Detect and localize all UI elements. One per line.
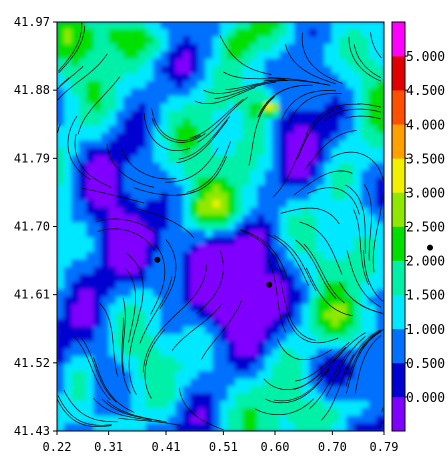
streamlines (57, 22, 384, 431)
y-tick-label: 41.52 (14, 356, 50, 370)
colorbar-segment (392, 362, 405, 398)
colorbar-label: 0.500 (406, 357, 445, 372)
colorbar-segment (392, 124, 405, 159)
colorbar-segment (392, 294, 405, 330)
x-tick-label: 0.41 (152, 440, 181, 454)
colorbar-segment (392, 226, 405, 261)
marker-point (154, 256, 161, 263)
legend-marker-icon (427, 244, 433, 251)
colorbar-segment (392, 22, 405, 57)
y-tick-label: 41.79 (14, 151, 50, 165)
colorbar-label: 2.000 (406, 255, 445, 270)
marker-point (266, 281, 273, 288)
colorbar-segment (392, 90, 405, 125)
colorbar-label: 0.000 (406, 391, 445, 406)
x-tick-label: 0.60 (261, 440, 290, 454)
colorbar: 0.000 0.500 1.000 1.500 2.000 2.500 3.000 3.500… (391, 21, 445, 432)
colorbar-segment (392, 56, 405, 91)
colorbar-segment (392, 192, 405, 227)
y-tick-label: 41.88 (14, 83, 50, 97)
colorbar-label: 5.000 (406, 50, 445, 65)
y-tick-label: 41.61 (14, 288, 50, 302)
x-axis: 0.22 0.31 0.41 0.51 0.60 0.70 0.79 (43, 431, 399, 454)
colorbar-segment (392, 158, 405, 193)
y-tick-label: 41.97 (14, 15, 50, 29)
colorbar-label: 1.000 (406, 323, 445, 338)
colorbar-segment (392, 260, 405, 295)
colorbar-segment (392, 396, 405, 432)
colorbar-label: 3.500 (406, 152, 445, 167)
colorbar-label: 4.500 (406, 84, 445, 99)
colorbar-label: 2.500 (406, 221, 445, 236)
x-tick-label: 0.79 (370, 440, 399, 454)
legend (427, 244, 433, 251)
y-tick-label: 41.43 (14, 424, 50, 438)
colorbar-label: 4.000 (406, 118, 445, 133)
x-tick-label: 0.70 (318, 440, 347, 454)
y-axis: 41.97 41.88 41.79 41.70 41.61 41.52 41.43 (14, 15, 57, 438)
x-tick-label: 0.22 (43, 440, 72, 454)
x-tick-label: 0.31 (94, 440, 123, 454)
colorbar-label: 1.500 (406, 289, 445, 304)
colorbar-label: 3.000 (406, 186, 445, 201)
markers (154, 256, 273, 288)
colorbar-segment (392, 328, 405, 364)
y-tick-label: 41.70 (14, 220, 50, 234)
x-tick-label: 0.51 (209, 440, 238, 454)
plot-area (56, 21, 385, 432)
magnitude-field (57, 22, 384, 431)
